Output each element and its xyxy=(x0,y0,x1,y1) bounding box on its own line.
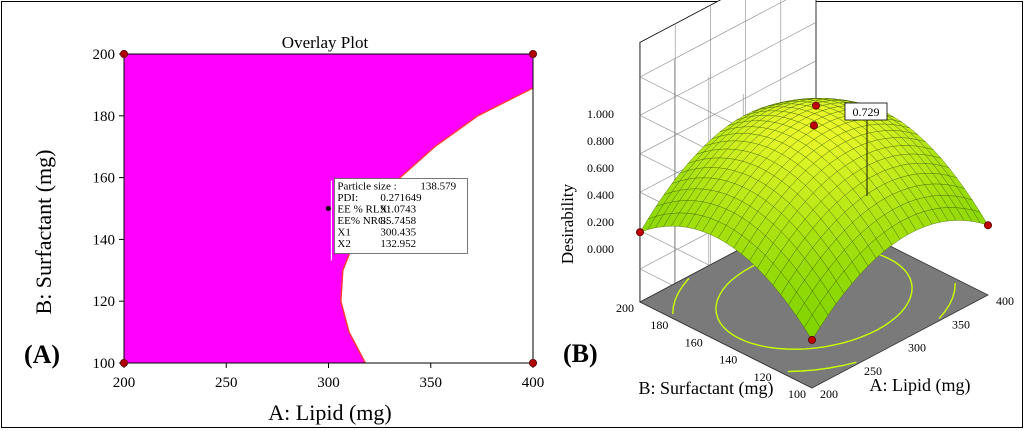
peak-marker: 0.729 xyxy=(844,102,888,196)
design-point xyxy=(529,358,538,367)
surface-cell xyxy=(803,314,821,341)
surface-axis-ticks: 0.000 0.200 0.400 0.600 0.800 1.000 200 250 300 3… xyxy=(587,107,1014,401)
x-axis-ticks: 200 250 300 350 400 xyxy=(113,363,545,391)
surfactant-tick-label: 100 xyxy=(788,387,806,401)
flag-line-value: 91.0743 xyxy=(380,204,416,216)
lipid-tick-label: 250 xyxy=(864,364,882,378)
y-tick-label: 120 xyxy=(93,294,116,310)
z-tick-label: 0.200 xyxy=(587,215,614,229)
y-tick-label: 140 xyxy=(93,232,116,248)
design-point xyxy=(120,358,129,367)
x-tick-label: 200 xyxy=(113,375,136,391)
response-surface xyxy=(639,98,989,341)
flag-line-label: EE % RLX: xyxy=(337,204,390,216)
design-point xyxy=(529,50,538,59)
design-points xyxy=(120,50,538,367)
z-tick-label: 1.000 xyxy=(587,107,614,121)
z-tick-label: 0.000 xyxy=(587,242,614,256)
y-tick-label: 100 xyxy=(93,356,116,372)
surface-design-point xyxy=(812,101,821,110)
flag-line-value: 0.271649 xyxy=(380,192,422,204)
lipid-tick-label: 400 xyxy=(996,294,1014,308)
surface-design-points xyxy=(636,101,993,344)
x-tick-label: 300 xyxy=(317,375,340,391)
surfactant-tick-label: 200 xyxy=(616,301,634,315)
flag-box xyxy=(333,178,468,254)
flag-line-value: 300.435 xyxy=(380,227,416,239)
panel-label-a: (A) xyxy=(24,340,60,369)
y-tick-label: 200 xyxy=(93,47,116,63)
z-tick-label: 0.600 xyxy=(587,161,614,175)
surface-design-point xyxy=(808,335,817,344)
flag-line-label: PDI: xyxy=(337,192,358,204)
lipid-tick-label: 300 xyxy=(908,341,926,355)
floor-contour xyxy=(938,282,956,319)
flag-point xyxy=(325,206,331,211)
y-tick-label: 160 xyxy=(93,171,116,187)
flag-line-label: Particle size : xyxy=(337,181,396,193)
z-tick-label: 0.400 xyxy=(587,188,614,202)
flag-line-value: 85.7458 xyxy=(380,215,416,227)
surfactant-tick-label: 140 xyxy=(719,353,737,367)
flag-line-label: EE% NRG: xyxy=(337,215,389,227)
y-axis-label: B: Surfactant (mg) xyxy=(31,150,56,315)
surfactant-axis-label: B: Surfactant (mg) xyxy=(639,378,774,399)
flag-line-value: 132.952 xyxy=(380,238,416,250)
flag-line-value: 138.579 xyxy=(420,181,456,193)
surfactant-tick-label: 180 xyxy=(650,318,668,332)
lipid-axis-label: A: Lipid (mg) xyxy=(870,375,971,396)
z-axis-label: Desirability xyxy=(558,183,577,264)
surface-design-point xyxy=(810,121,819,130)
x-tick-label: 250 xyxy=(215,375,238,391)
floor-contour xyxy=(787,361,857,373)
y-tick-label: 180 xyxy=(93,109,116,125)
flag-line-label: X2 xyxy=(337,238,350,250)
overlay-plot-title: Overlay Plot xyxy=(282,33,369,52)
x-tick-label: 350 xyxy=(420,375,443,391)
lipid-tick-label: 200 xyxy=(820,387,838,401)
surface-plot-panel: 0.729 0.000 0.200 0.400 0.600 0.800 1.000 200 2… xyxy=(558,0,1014,401)
x-tick-label: 400 xyxy=(522,375,545,391)
x-axis-label: A: Lipid (mg) xyxy=(268,400,391,425)
floor-contour xyxy=(672,278,690,315)
z-tick-label: 0.800 xyxy=(587,134,614,148)
surfactant-tick-label: 120 xyxy=(754,370,772,384)
design-point xyxy=(120,50,129,59)
surfactant-tick-label: 160 xyxy=(685,335,703,349)
surface-design-point xyxy=(636,228,645,237)
peak-label: 0.729 xyxy=(853,105,880,119)
overlay-plot-panel: Overlay Plot 200 250 300 350 400 100 120 140 16… xyxy=(24,33,544,425)
peak-label-box xyxy=(844,102,888,121)
surface-design-point xyxy=(984,221,993,230)
lipid-tick-label: 350 xyxy=(952,317,970,331)
panel-label-b: (B) xyxy=(563,339,598,368)
flag-line-label: X1 xyxy=(337,227,350,239)
y-axis-ticks: 100 120 140 160 180 200 xyxy=(93,47,124,372)
